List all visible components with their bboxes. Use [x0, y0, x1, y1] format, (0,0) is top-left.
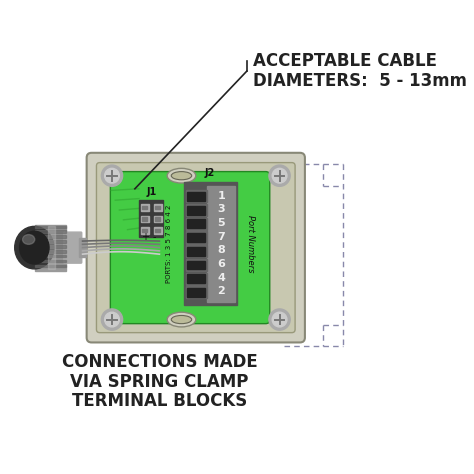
- Text: +: +: [142, 232, 149, 242]
- Bar: [184, 182, 237, 305]
- Bar: [185, 245, 207, 257]
- Bar: [185, 204, 207, 216]
- Text: J2: J2: [205, 168, 215, 178]
- Text: 2: 2: [217, 286, 225, 296]
- Circle shape: [105, 168, 119, 183]
- Text: 6: 6: [217, 259, 225, 269]
- Circle shape: [272, 168, 287, 183]
- Circle shape: [101, 165, 123, 186]
- Bar: [185, 218, 207, 230]
- Bar: [35, 245, 66, 247]
- Text: -: -: [153, 232, 156, 242]
- Text: TERMINAL BLOCKS: TERMINAL BLOCKS: [72, 392, 247, 410]
- Text: 5: 5: [217, 218, 225, 228]
- Ellipse shape: [22, 235, 35, 245]
- Bar: [155, 206, 160, 209]
- Text: ACCEPTABLE CABLE: ACCEPTABLE CABLE: [254, 52, 438, 70]
- Bar: [142, 206, 147, 209]
- Text: 7: 7: [217, 232, 225, 242]
- Bar: [187, 192, 205, 201]
- Text: CONNECTIONS MADE: CONNECTIONS MADE: [62, 353, 257, 371]
- Bar: [154, 204, 162, 211]
- Bar: [139, 200, 164, 237]
- Bar: [35, 240, 66, 243]
- Ellipse shape: [167, 312, 196, 327]
- Ellipse shape: [171, 316, 191, 324]
- Text: 4: 4: [217, 273, 225, 283]
- Bar: [187, 261, 205, 269]
- Bar: [155, 218, 160, 221]
- Bar: [187, 274, 205, 283]
- Bar: [187, 219, 205, 228]
- FancyBboxPatch shape: [87, 153, 305, 342]
- Bar: [35, 260, 66, 262]
- Bar: [35, 226, 66, 228]
- Bar: [187, 247, 205, 255]
- Bar: [141, 216, 149, 222]
- Text: J1: J1: [146, 187, 156, 197]
- Circle shape: [269, 165, 290, 186]
- Text: 3: 3: [217, 204, 225, 214]
- Text: VIA SPRING CLAMP: VIA SPRING CLAMP: [70, 373, 248, 391]
- Ellipse shape: [167, 168, 196, 183]
- Bar: [48, 227, 55, 269]
- Bar: [185, 191, 207, 202]
- Bar: [35, 230, 66, 233]
- Bar: [185, 231, 207, 244]
- Bar: [35, 236, 66, 238]
- Circle shape: [101, 309, 123, 330]
- Text: 8: 8: [217, 246, 225, 255]
- Bar: [141, 227, 149, 234]
- Bar: [187, 206, 205, 215]
- FancyBboxPatch shape: [64, 232, 82, 263]
- Bar: [187, 233, 205, 242]
- Ellipse shape: [171, 172, 191, 180]
- Bar: [35, 225, 66, 271]
- Bar: [142, 218, 147, 221]
- Ellipse shape: [15, 227, 54, 269]
- Bar: [79, 238, 86, 257]
- Text: Port Numbers: Port Numbers: [246, 215, 255, 272]
- Circle shape: [272, 312, 287, 327]
- Bar: [35, 250, 66, 253]
- Circle shape: [269, 309, 290, 330]
- Bar: [187, 288, 205, 297]
- Text: DIAMETERS:  5 - 13mm: DIAMETERS: 5 - 13mm: [254, 72, 467, 90]
- FancyBboxPatch shape: [96, 163, 295, 333]
- Bar: [154, 216, 162, 222]
- Ellipse shape: [19, 231, 49, 264]
- Bar: [155, 229, 160, 232]
- Bar: [142, 229, 147, 232]
- Bar: [141, 204, 149, 211]
- Bar: [35, 265, 66, 267]
- Bar: [35, 255, 66, 257]
- Bar: [185, 286, 207, 298]
- Text: 1: 1: [217, 191, 225, 201]
- FancyBboxPatch shape: [110, 172, 270, 324]
- Text: PORTS: 1 3 5 7 8 6 4 2: PORTS: 1 3 5 7 8 6 4 2: [166, 204, 172, 283]
- Bar: [185, 273, 207, 284]
- Circle shape: [105, 312, 119, 327]
- Bar: [207, 185, 236, 301]
- Bar: [185, 259, 207, 271]
- Bar: [154, 227, 162, 234]
